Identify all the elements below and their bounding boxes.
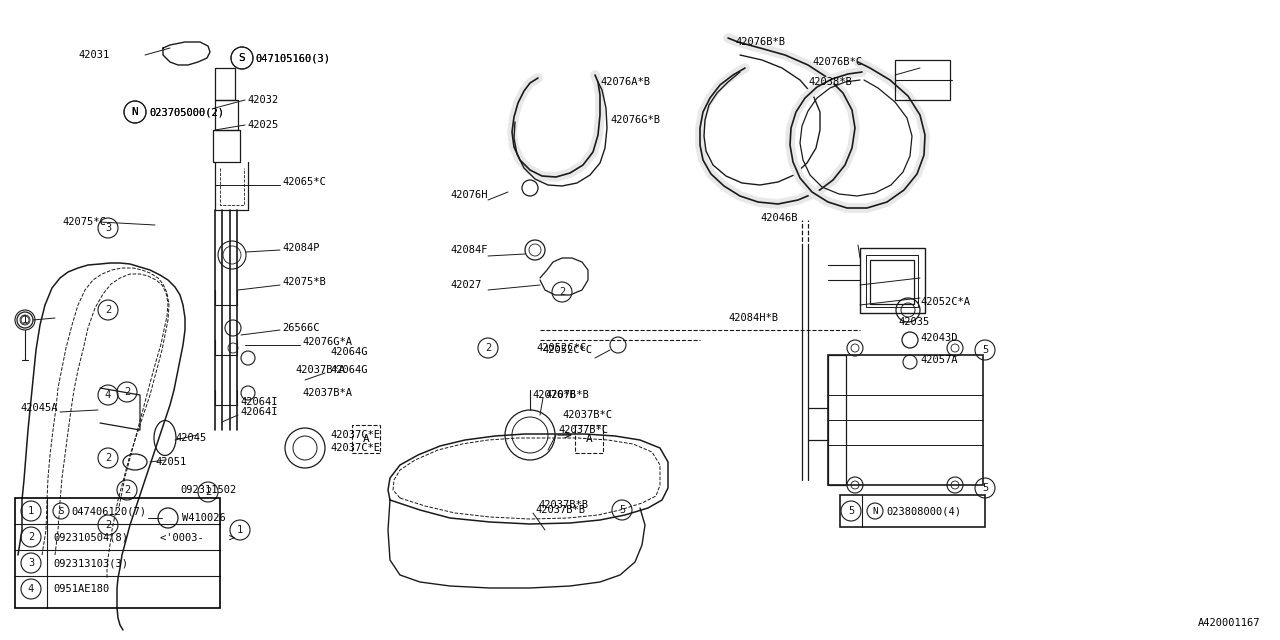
Text: 023808000(4): 023808000(4) (886, 506, 961, 516)
Text: 42064G: 42064G (330, 347, 367, 357)
Text: 2: 2 (105, 305, 111, 315)
Text: 42045A: 42045A (20, 403, 58, 413)
Text: 5: 5 (982, 483, 988, 493)
Text: 42035: 42035 (899, 317, 929, 327)
Bar (867, 255, 918, 307)
Bar (895, 60, 950, 100)
Bar (352, 425, 380, 453)
Bar (15, 498, 220, 608)
Text: 42076*B: 42076*B (532, 390, 576, 400)
Text: S: S (238, 53, 246, 63)
Text: 5: 5 (982, 345, 988, 355)
Text: N: N (132, 107, 138, 117)
Text: 42027: 42027 (451, 280, 481, 290)
Text: 1: 1 (22, 315, 28, 325)
Text: 42037C*E: 42037C*E (330, 430, 380, 440)
Text: 2: 2 (105, 520, 111, 530)
Text: 42037B*C: 42037B*C (558, 425, 608, 435)
Text: 4: 4 (28, 584, 35, 594)
Text: 047105160(3): 047105160(3) (255, 53, 330, 63)
Text: 42075*B: 42075*B (282, 277, 325, 287)
Text: 092310504(8): 092310504(8) (52, 532, 128, 542)
Text: 42076*B: 42076*B (545, 390, 589, 400)
Text: 023705000(2): 023705000(2) (148, 107, 224, 117)
Text: 42075*C: 42075*C (61, 217, 106, 227)
Text: 42037B*C: 42037B*C (562, 410, 612, 420)
Bar (828, 355, 983, 485)
Bar (840, 495, 986, 527)
Text: 2: 2 (485, 343, 492, 353)
Text: 42076B*B: 42076B*B (735, 37, 785, 47)
Text: 1: 1 (28, 506, 35, 516)
Text: 42065*C: 42065*C (282, 177, 325, 187)
Text: 0951AE180: 0951AE180 (52, 584, 109, 594)
Text: 42037C*E: 42037C*E (330, 443, 380, 453)
Text: 047105160(3): 047105160(3) (255, 53, 330, 63)
Text: 42076G*B: 42076G*B (611, 115, 660, 125)
Text: 42032: 42032 (247, 95, 278, 105)
Text: 42076B*C: 42076B*C (812, 57, 861, 67)
Text: 42052C*A: 42052C*A (920, 297, 970, 307)
Text: 42043D: 42043D (920, 333, 957, 343)
Text: S: S (238, 53, 246, 63)
Text: 2: 2 (559, 287, 566, 297)
Text: 42025: 42025 (247, 120, 278, 130)
Text: 42064I: 42064I (241, 407, 278, 417)
Text: 42052C*C: 42052C*C (541, 345, 593, 355)
Text: 42045: 42045 (175, 433, 206, 443)
Bar (828, 355, 846, 485)
Text: 26566C: 26566C (282, 323, 320, 333)
Text: 42031: 42031 (78, 50, 109, 60)
Text: 2: 2 (124, 485, 131, 495)
Text: 42046B: 42046B (760, 213, 797, 223)
Text: W410026: W410026 (182, 513, 225, 523)
Text: 42052C*C: 42052C*C (536, 343, 586, 353)
Text: 42076A*B: 42076A*B (600, 77, 650, 87)
Text: 3: 3 (105, 223, 111, 233)
Text: 2: 2 (205, 487, 211, 497)
Text: 023705000(2): 023705000(2) (148, 107, 224, 117)
Text: 42037B*A: 42037B*A (294, 365, 346, 375)
Text: 42076H: 42076H (451, 190, 488, 200)
Text: 42051: 42051 (155, 457, 187, 467)
Text: 2: 2 (105, 453, 111, 463)
Text: 42076G*A: 42076G*A (302, 337, 352, 347)
Text: 42064I: 42064I (241, 397, 278, 407)
Text: 42064G: 42064G (330, 365, 367, 375)
Bar (860, 248, 925, 313)
Bar (575, 425, 603, 453)
Text: 2: 2 (124, 387, 131, 397)
Text: 5: 5 (847, 506, 854, 516)
Text: 42038*B: 42038*B (808, 77, 851, 87)
Text: 3: 3 (28, 558, 35, 568)
Text: N: N (872, 506, 878, 515)
Text: 5: 5 (618, 505, 625, 515)
Text: N: N (132, 107, 138, 117)
Text: 42084H*B: 42084H*B (728, 313, 778, 323)
Text: 42084P: 42084P (282, 243, 320, 253)
Text: A: A (362, 434, 370, 444)
Text: 42037B*A: 42037B*A (302, 388, 352, 398)
Text: 1: 1 (237, 525, 243, 535)
Text: 2: 2 (28, 532, 35, 542)
Text: A: A (586, 434, 593, 444)
Text: 047406120(7): 047406120(7) (70, 506, 146, 516)
Text: <'0003-    >: <'0003- > (160, 533, 236, 543)
Text: 42037B*B: 42037B*B (538, 500, 588, 510)
Text: 092313103(3): 092313103(3) (52, 558, 128, 568)
Text: 092311502: 092311502 (180, 485, 237, 495)
Text: S: S (59, 506, 64, 515)
Text: 42037B*B: 42037B*B (535, 505, 585, 515)
Bar (870, 260, 914, 304)
Text: 42084F: 42084F (451, 245, 488, 255)
Text: 42057A: 42057A (920, 355, 957, 365)
Text: A420001167: A420001167 (1198, 618, 1260, 628)
Text: 4: 4 (105, 390, 111, 400)
